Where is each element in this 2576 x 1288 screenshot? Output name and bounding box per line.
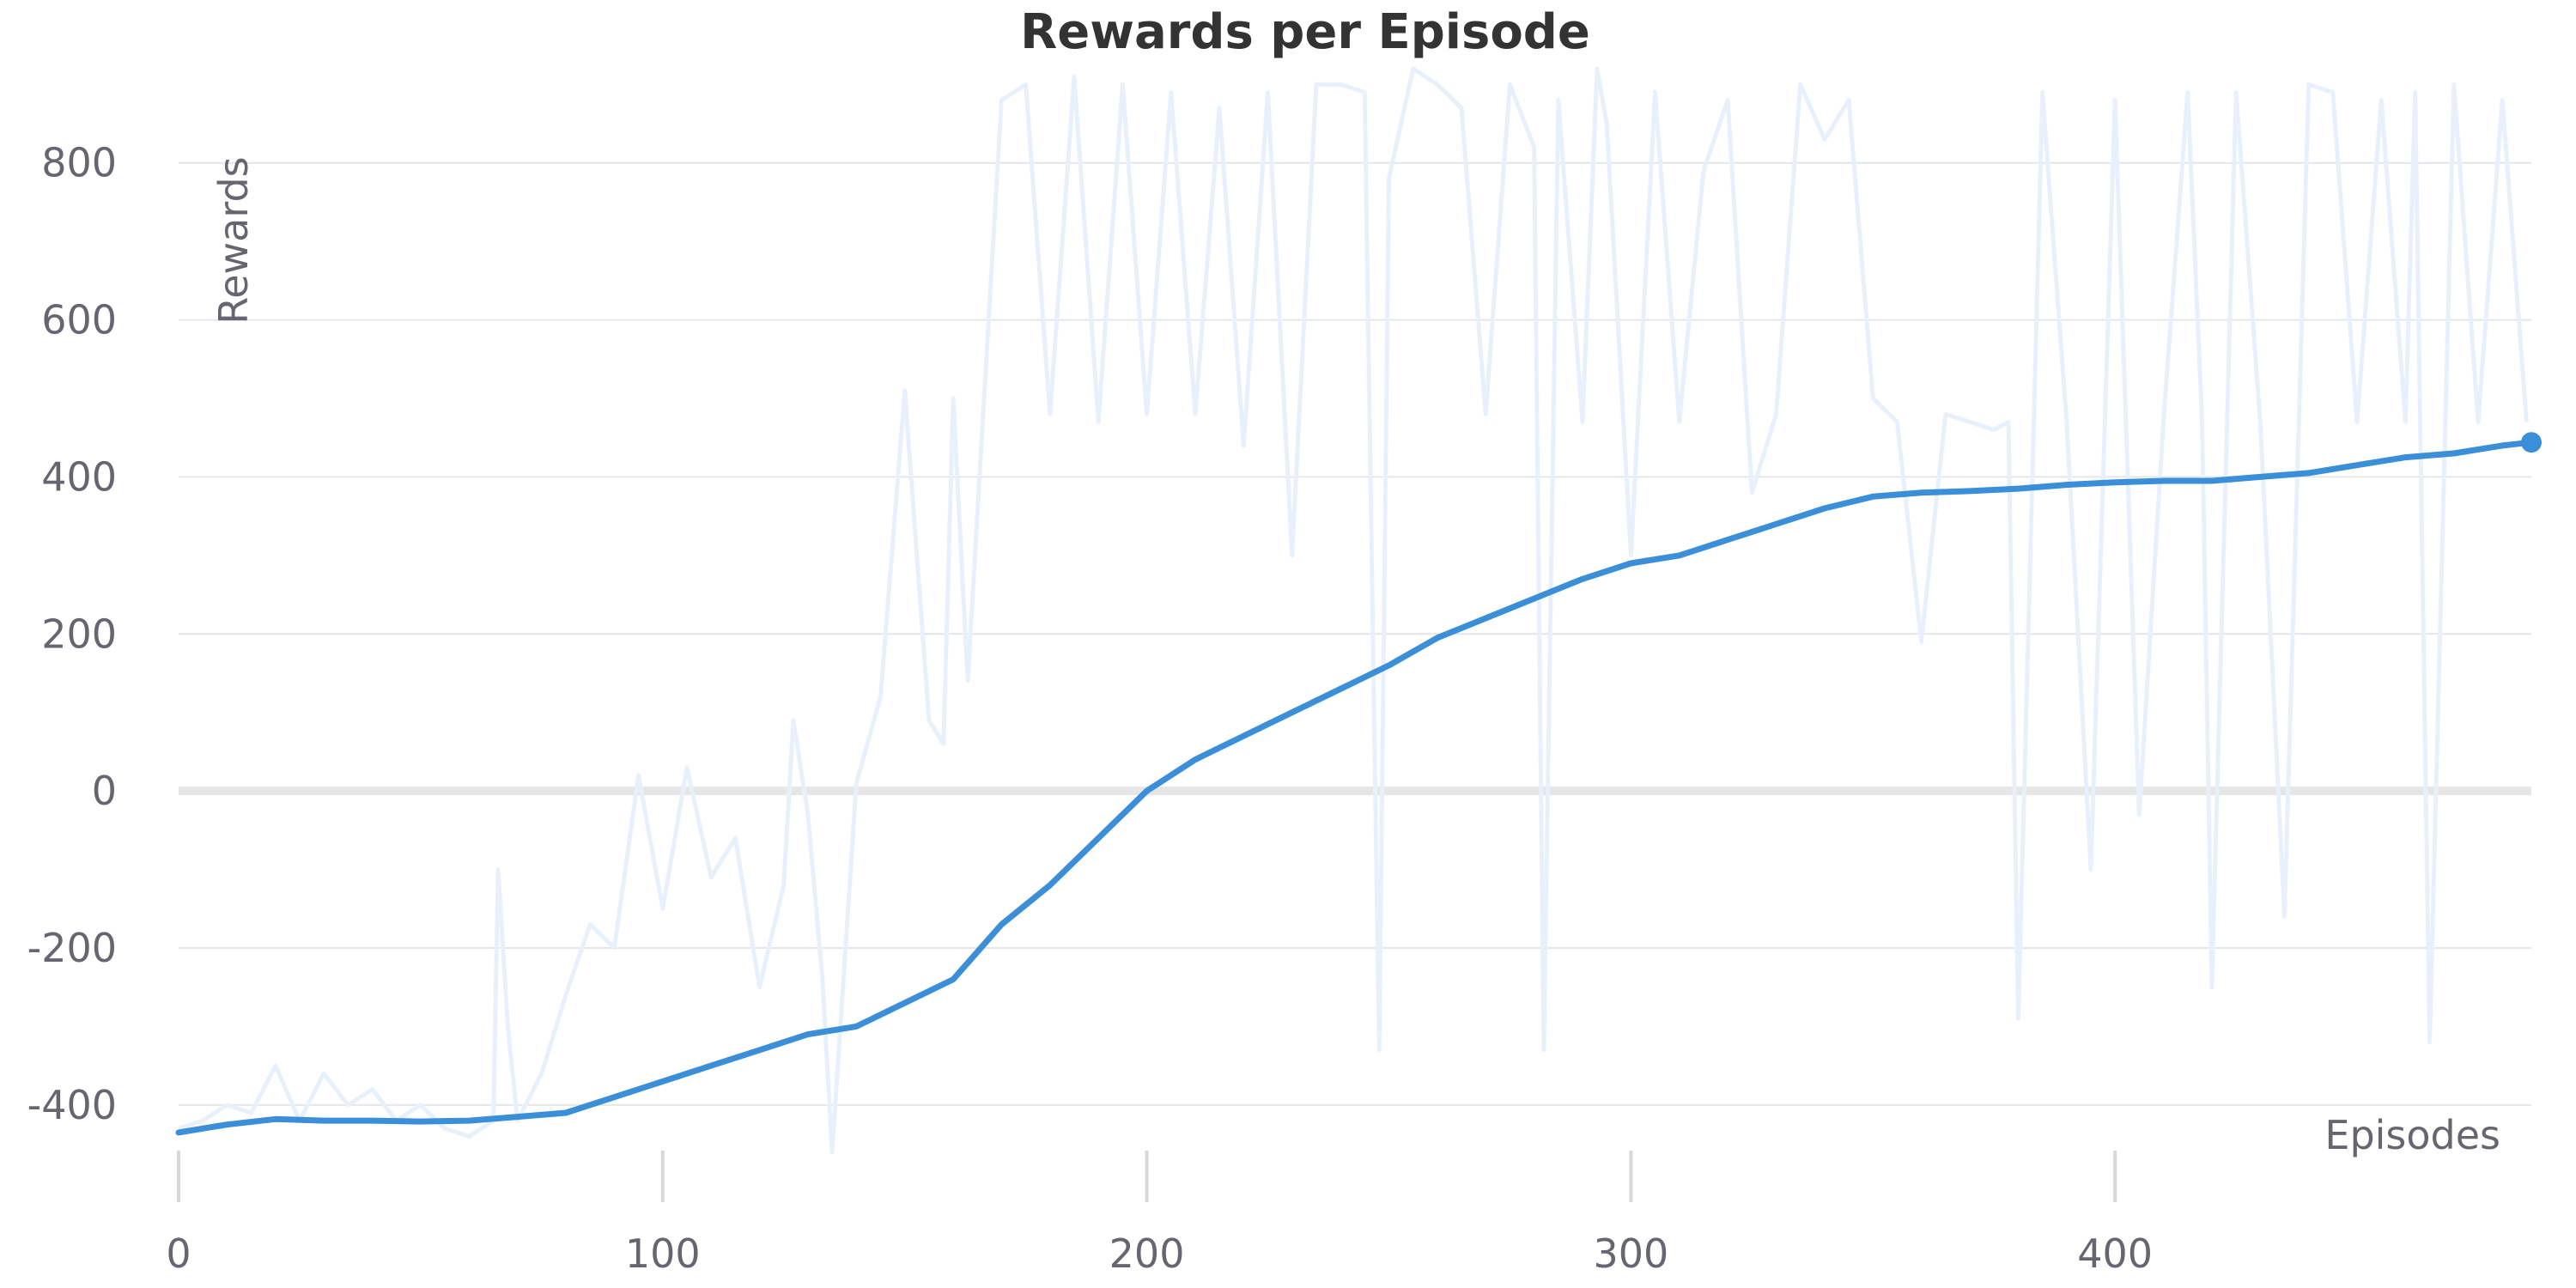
y-tick-label: -400 bbox=[27, 1082, 117, 1128]
y-tick-label: 200 bbox=[41, 611, 117, 657]
y-tick-label: 800 bbox=[41, 140, 117, 186]
y-tick-label: -200 bbox=[27, 925, 117, 971]
x-tick-label: 200 bbox=[1109, 1230, 1185, 1277]
x-tick-label: 0 bbox=[166, 1230, 191, 1277]
chart-title: Rewards per Episode bbox=[1020, 4, 1590, 60]
x-tick-label: 100 bbox=[625, 1230, 701, 1277]
gridlines bbox=[179, 161, 2531, 1106]
last-point-marker bbox=[2521, 432, 2542, 453]
y-tick-label: 600 bbox=[41, 297, 117, 343]
x-axis-ticks: 0 100 200 300 400 bbox=[166, 1151, 2153, 1277]
y-axis-label: Rewards bbox=[210, 156, 257, 324]
y-axis-ticks: -400 -200 0 200 400 600 800 bbox=[27, 140, 117, 1128]
x-axis-label: Episodes bbox=[2324, 1112, 2500, 1158]
x-tick-label: 300 bbox=[1593, 1230, 1668, 1277]
x-tick-label: 400 bbox=[2077, 1230, 2153, 1277]
raw-rewards-line bbox=[178, 66, 2529, 1155]
y-tick-label: 0 bbox=[92, 768, 117, 814]
y-tick-label: 400 bbox=[41, 453, 117, 500]
average-rewards-line bbox=[175, 439, 2535, 1136]
series-layer bbox=[175, 66, 2542, 1155]
